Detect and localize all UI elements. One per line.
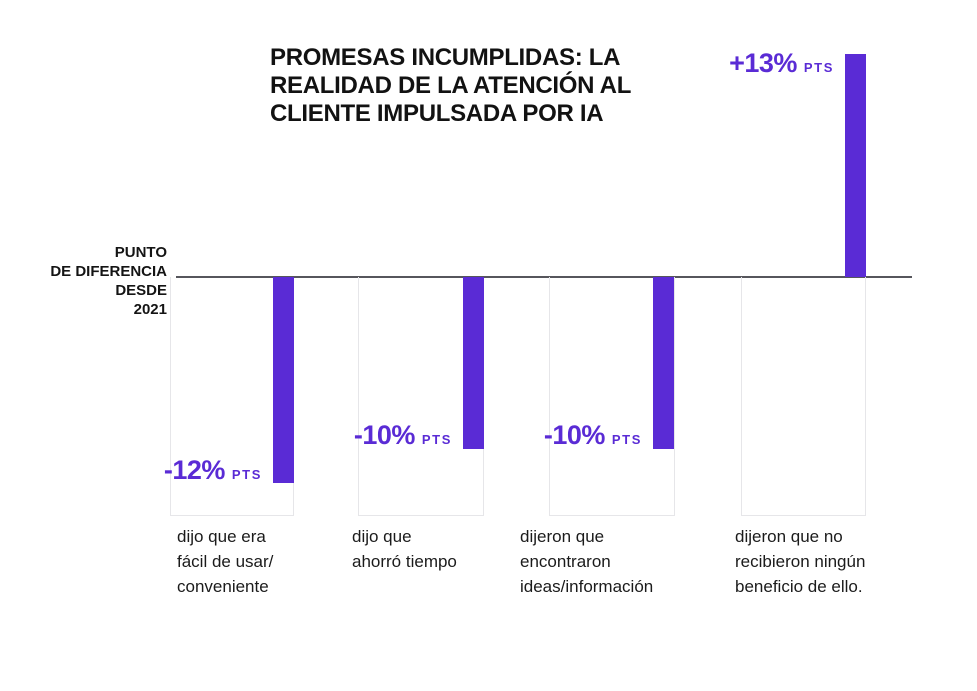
column-outline <box>741 277 866 516</box>
value-unit: PTS <box>611 432 642 447</box>
category-label: dijeron que no recibieron ningún benefic… <box>735 527 866 596</box>
value-unit: PTS <box>231 467 262 482</box>
value-number: -10% <box>353 420 416 450</box>
value-label: -10% PTS <box>250 420 452 451</box>
value-number: -10% <box>543 420 606 450</box>
category-label: dijeron que encontraron ideas/informació… <box>520 527 654 596</box>
y-axis-label: PUNTO DE DIFERENCIA DESDE 2021 <box>50 244 167 318</box>
value-unit: PTS <box>421 432 452 447</box>
category-label: dijo que ahorró tiempo <box>352 527 457 571</box>
value-unit: PTS <box>803 60 834 75</box>
bar-encontraron-ideas <box>653 277 674 449</box>
value-number: +13% <box>729 48 797 78</box>
category-label: dijo que era fácil de usar/ conveniente <box>177 527 274 596</box>
zero-baseline <box>176 276 912 278</box>
value-label: +13% PTS <box>632 48 834 79</box>
value-number: -12% <box>163 455 226 485</box>
value-label: -12% PTS <box>60 455 262 486</box>
bar-ahorro-tiempo <box>463 277 484 449</box>
column-outline <box>549 277 675 516</box>
bar-ningun-beneficio <box>845 54 866 277</box>
bar-facil-de-usar <box>273 277 294 483</box>
value-label: -10% PTS <box>440 420 642 451</box>
chart-title: PROMESAS INCUMPLIDAS: LA REALIDAD DE LA … <box>270 44 632 127</box>
